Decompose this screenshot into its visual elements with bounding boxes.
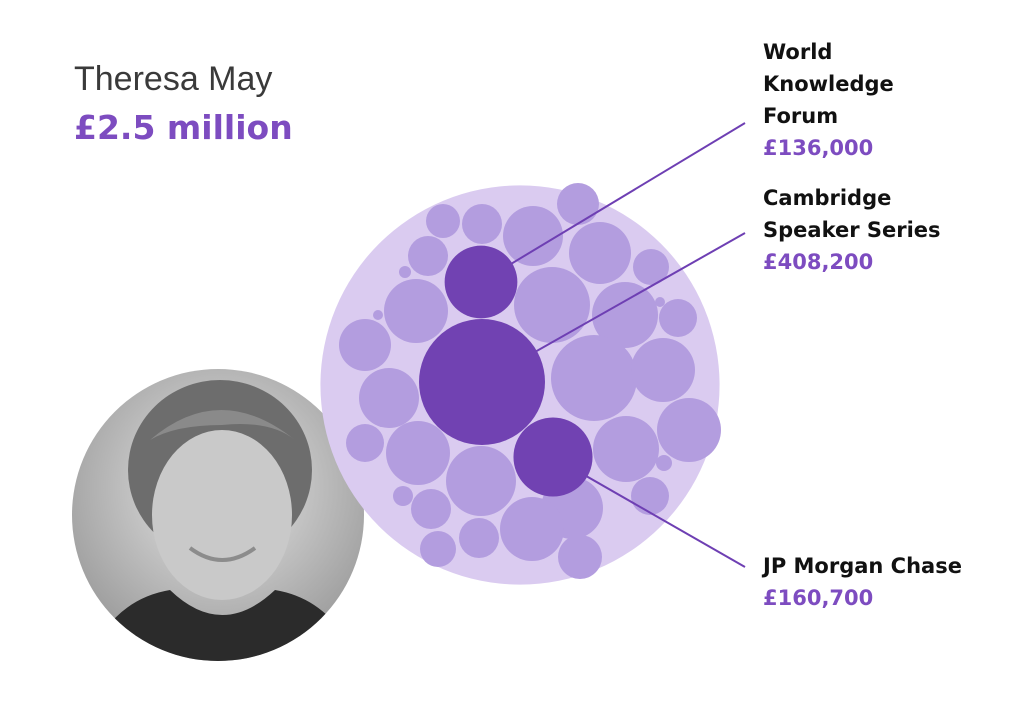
other-bubble — [399, 266, 411, 278]
other-bubble — [659, 299, 697, 337]
other-bubble — [384, 279, 448, 343]
bubble-label: JP Morgan Chase £160,700 — [763, 550, 1023, 614]
other-bubble — [655, 297, 665, 307]
engagement-fee: £136,000 — [763, 136, 874, 160]
other-bubble — [408, 236, 448, 276]
other-bubble — [393, 486, 413, 506]
other-bubble — [633, 249, 669, 285]
other-bubble — [339, 319, 391, 371]
bubble-label: World Knowledge Forum £136,000 — [763, 36, 913, 164]
other-bubble — [411, 489, 451, 529]
other-bubble — [557, 183, 599, 225]
other-bubble — [462, 204, 502, 244]
other-bubble — [514, 267, 590, 343]
person-name: Theresa May — [74, 60, 273, 98]
portrait-photo — [72, 369, 364, 661]
other-bubble — [386, 421, 450, 485]
engagement-name: JP Morgan Chase — [763, 554, 962, 578]
engagement-fee: £408,200 — [763, 250, 874, 274]
highlight-bubble — [444, 245, 518, 319]
other-bubble — [503, 206, 563, 266]
other-bubble — [631, 338, 695, 402]
other-bubble — [420, 531, 456, 567]
other-bubble — [592, 282, 658, 348]
engagement-name: Cambridge Speaker Series — [763, 186, 941, 242]
other-bubble — [459, 518, 499, 558]
other-bubble — [446, 446, 516, 516]
other-bubble — [500, 497, 564, 561]
other-bubble — [593, 416, 659, 482]
highlight-bubble — [419, 319, 545, 445]
highlight-bubble — [513, 417, 593, 497]
other-bubble — [656, 455, 672, 471]
bubble-label: Cambridge Speaker Series £408,200 — [763, 182, 963, 278]
other-bubble — [657, 398, 721, 462]
other-bubble — [359, 368, 419, 428]
other-bubble — [569, 222, 631, 284]
other-bubble — [346, 424, 384, 462]
other-bubble — [551, 335, 637, 421]
other-bubble — [373, 310, 383, 320]
other-bubble — [558, 535, 602, 579]
engagement-fee: £160,700 — [763, 586, 874, 610]
total-amount: £2.5 million — [74, 108, 293, 147]
other-bubble — [426, 204, 460, 238]
other-bubble — [631, 477, 669, 515]
engagement-name: World Knowledge Forum — [763, 40, 894, 128]
leader-line — [480, 122, 746, 283]
